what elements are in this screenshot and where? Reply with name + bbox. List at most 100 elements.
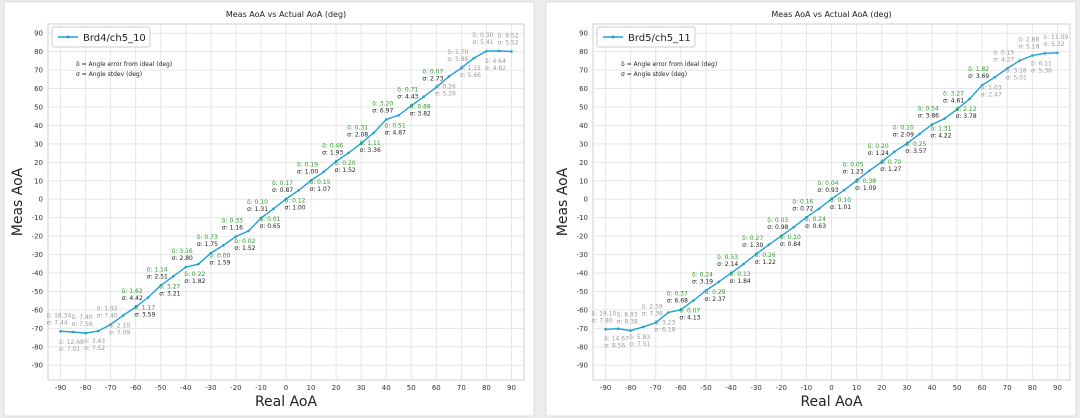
chart-panel-brd5: -90 -80 -70 -60 -50 -40 -30 -20 -10 0 10 20 30 40 50 60… <box>545 1 1077 417</box>
data-point <box>792 225 796 229</box>
data-point <box>397 114 401 117</box>
delta-annotation: δ: 3.20 <box>372 101 393 108</box>
data-point <box>679 308 683 312</box>
delta-annotation: δ: 0.15 <box>310 179 331 186</box>
sigma-annotation: σ: 1.84 <box>730 278 751 285</box>
delta-annotation: δ: 0.51 <box>385 122 406 129</box>
delta-annotation: δ: 1.70 <box>447 49 468 56</box>
y-tick-label: -30 <box>577 251 588 259</box>
delta-annotation: δ: 0.70 <box>880 159 901 166</box>
delta-annotation: δ: 0.16 <box>792 198 813 205</box>
y-tick-label: -10 <box>577 214 588 222</box>
sigma-annotation: σ: 7.01 <box>59 346 80 353</box>
data-point <box>779 234 783 238</box>
x-tick-label: -80 <box>80 384 91 392</box>
x-tick-label: -40 <box>725 384 736 392</box>
delta-annotation: δ: 1.15 <box>460 65 481 72</box>
x-tick-label: 20 <box>877 384 886 392</box>
sigma-annotation: σ: 4.42 <box>122 295 143 302</box>
sigma-annotation: σ: 1.93 <box>322 149 343 156</box>
delta-annotation: δ: 14.67 <box>604 336 629 343</box>
x-tick-label: -50 <box>155 384 166 392</box>
sigma-annotation: σ: 2.09 <box>893 132 914 139</box>
x-tick-label: 80 <box>482 384 491 392</box>
y-tick-label: -80 <box>32 343 43 351</box>
delta-annotation: δ: 0.46 <box>322 142 343 149</box>
sigma-annotation: σ: 4.82 <box>485 65 506 72</box>
sigma-annotation: σ: 0.65 <box>259 223 280 230</box>
x-tick-label: -50 <box>700 384 711 392</box>
sigma-annotation: σ: 2.73 <box>422 75 443 82</box>
delta-annotation: δ: 0.27 <box>742 235 763 242</box>
data-point <box>830 197 833 201</box>
sigma-annotation: σ: 1.30 <box>742 242 763 249</box>
delta-definition: δ = Angle error from ideal (deg) <box>76 61 172 68</box>
data-point <box>867 169 871 173</box>
sigma-annotation: σ: 6.97 <box>372 108 393 115</box>
delta-annotation: δ: 0.03 <box>767 217 788 224</box>
x-tick-label: -30 <box>205 384 216 392</box>
chart-title: Meas AoA vs Actual AoA (deg) <box>771 10 891 19</box>
y-tick-label: -90 <box>577 362 588 370</box>
delta-annotation: δ: 18.34 <box>47 312 72 319</box>
data-point <box>629 329 632 332</box>
data-point <box>604 327 607 331</box>
delta-annotation: δ: 3.23 <box>654 319 675 326</box>
data-point <box>472 56 476 60</box>
y-tick-label: 30 <box>579 140 588 148</box>
y-tick-label: 20 <box>34 159 43 167</box>
y-tick-label: -50 <box>577 288 588 296</box>
data-point <box>272 207 275 211</box>
delta-annotation: δ: 0.26 <box>755 252 776 259</box>
data-point <box>754 252 758 256</box>
y-tick-label: 80 <box>34 48 43 56</box>
delta-annotation: δ: 0.54 <box>918 106 939 113</box>
data-point <box>297 189 300 192</box>
delta-annotation: δ: 0.10 <box>830 197 851 204</box>
delta-annotation: δ: 2.59 <box>642 304 663 311</box>
y-tick-label: 70 <box>34 67 43 75</box>
delta-annotation: δ: 0.71 <box>397 87 418 94</box>
sigma-annotation: σ: 1.52 <box>335 167 356 174</box>
data-point <box>284 197 288 201</box>
sigma-annotation: σ: 7.36 <box>642 311 663 318</box>
y-axis-label: Meas AoA <box>10 167 26 236</box>
delta-annotation: δ: 3.43 <box>84 338 105 345</box>
delta-annotation: δ: 1.92 <box>97 305 118 312</box>
delta-annotation: δ: 0.20 <box>868 143 889 150</box>
y-tick-label: -50 <box>32 288 43 296</box>
delta-definition: δ = Angle error from ideal (deg) <box>621 61 717 68</box>
sigma-annotation: σ: 5.52 <box>497 39 518 46</box>
sigma-annotation: σ: 3.86 <box>918 113 939 120</box>
data-point <box>435 85 438 89</box>
y-tick-label: -60 <box>32 306 43 314</box>
sigma-annotation: σ: 5.18 <box>1018 44 1039 51</box>
sigma-annotation: σ: 1.59 <box>209 259 230 266</box>
delta-annotation: δ: 0.24 <box>805 216 826 223</box>
data-point <box>943 117 946 120</box>
delta-annotation: δ: 0.24 <box>692 272 713 279</box>
chart-panel-brd4: -90 -80 -70 -60 -50 -40 -30 -20 -10 0 10 20 30 40 50 60… <box>3 1 535 417</box>
delta-annotation: δ: 3.18 <box>1006 68 1027 75</box>
sigma-annotation: σ: 8.56 <box>604 343 625 350</box>
data-point <box>729 271 733 275</box>
y-tick-label: 50 <box>34 104 43 112</box>
x-tick-label: -30 <box>750 384 761 392</box>
delta-annotation: δ: 0.31 <box>347 124 368 131</box>
y-tick-label: -20 <box>577 233 588 241</box>
delta-annotation: δ: 0.33 <box>222 217 243 224</box>
sigma-annotation: σ: 5.66 <box>460 72 481 79</box>
x-tick-label: -70 <box>105 384 116 392</box>
data-point <box>667 311 670 314</box>
delta-annotation: δ: 2.88 <box>1018 37 1039 44</box>
x-tick-label: 60 <box>978 384 987 392</box>
delta-annotation: δ: 1.31 <box>930 126 951 133</box>
y-tick-label: -90 <box>32 362 43 370</box>
data-point <box>209 251 213 255</box>
delta-annotation: δ: 0.10 <box>780 234 801 241</box>
x-tick-label: 20 <box>332 384 341 392</box>
delta-annotation: δ: 0.05 <box>843 162 864 169</box>
delta-annotation: δ: 4.64 <box>485 58 506 65</box>
sigma-annotation: σ: 0.72 <box>792 205 813 212</box>
sigma-annotation: σ: 2.51 <box>147 273 168 280</box>
